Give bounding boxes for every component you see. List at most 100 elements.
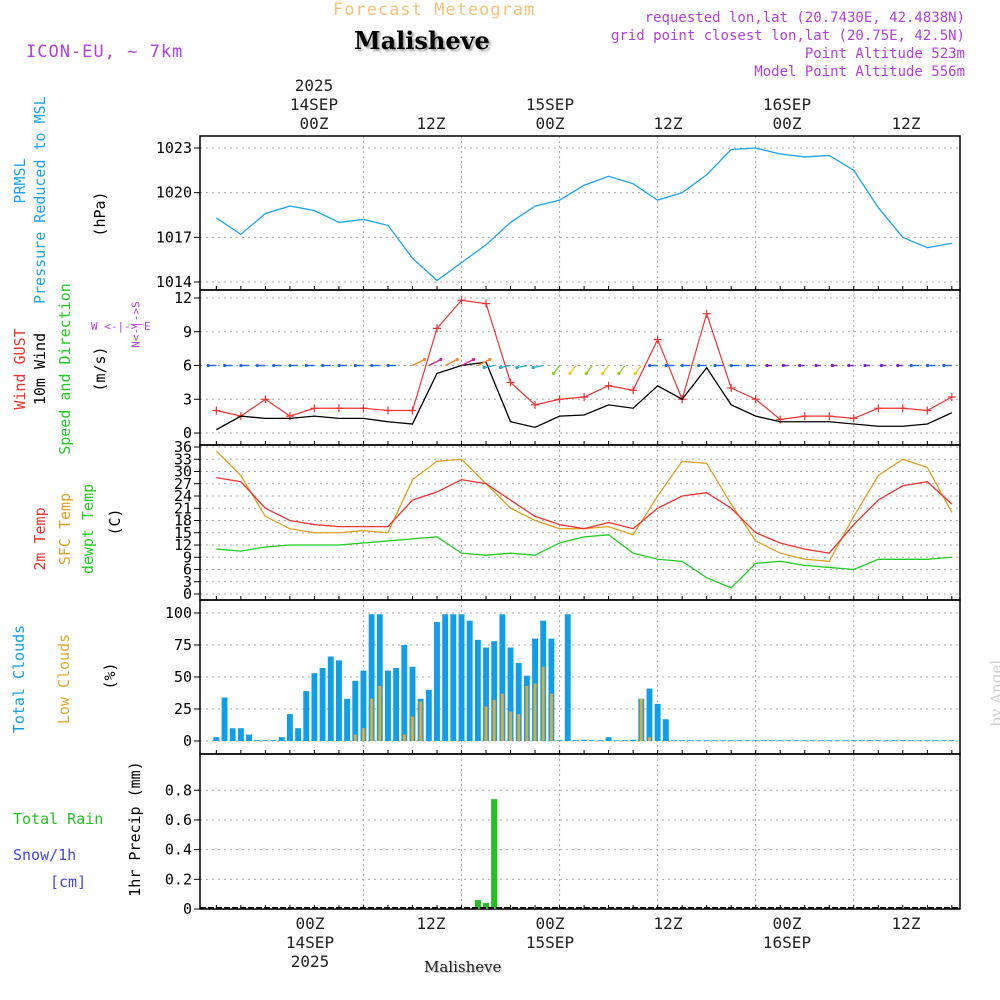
- total-cloud-bar-87: [924, 740, 931, 741]
- ytick-label-p2-4: 12: [174, 536, 192, 554]
- wind-dir-arrowhead--12: [255, 363, 259, 368]
- wind-dir-arrowhead-46: [729, 363, 733, 368]
- wind-dir-arrowhead-32: [617, 371, 621, 376]
- low-cloud-bar-34: [492, 700, 496, 741]
- wind-dir-arrowhead--10: [272, 363, 276, 368]
- model-altitude: Model Point Altitude 556m: [754, 64, 965, 80]
- panel-frame-0: [199, 135, 961, 291]
- wind-dir-arrowhead-6: [422, 357, 427, 362]
- total-cloud-bar-85: [908, 740, 914, 741]
- ytick-label-p1-4: 12: [174, 289, 192, 307]
- total-cloud-bar-41: [548, 638, 555, 741]
- wind-dir-arrowhead-36: [648, 363, 652, 368]
- panel-frame-1: [199, 289, 961, 446]
- total-cloud-bar-90: [948, 740, 955, 741]
- total-cloud-bar-19: [368, 614, 375, 741]
- total-cloud-bar-57: [679, 740, 686, 741]
- total-cloud-bar-23: [401, 645, 408, 741]
- wind-dir-arrowhead-0: [353, 363, 358, 368]
- wind-dir-arrowhead-2: [370, 363, 374, 368]
- wind-dir-arrowhead-58: [830, 363, 835, 368]
- total-cloud-bar-55: [662, 719, 669, 741]
- total-cloud-bar-20: [376, 614, 383, 741]
- top-time-label-12z-1: 12Z: [416, 114, 446, 133]
- total-cloud-bar-47: [597, 740, 604, 741]
- total-cloud-bar-29: [450, 614, 457, 741]
- total-cloud-bar-58: [687, 740, 694, 741]
- total-cloud-bar-34: [491, 641, 498, 741]
- top-time-label-12z-2: 12Z: [653, 114, 683, 133]
- total-cloud-bar-1: [221, 697, 228, 741]
- wind-dir-arrow-28: [585, 365, 593, 374]
- top-time-label-14sep: 2025 14SEP 00Z: [289, 76, 339, 133]
- total-cloud-bar-68: [769, 740, 775, 741]
- low-cloud-bar-20: [378, 685, 382, 741]
- wind-dir-arrowhead--14: [239, 363, 243, 368]
- wind-dir-arrowhead-44: [713, 363, 717, 368]
- total-cloud-bar-2: [229, 728, 236, 741]
- wind-dir-arrowhead-64: [879, 363, 884, 368]
- wind-dir-arrowhead--18: [206, 363, 210, 368]
- panel-frame-4: [199, 753, 961, 910]
- top-time-label-12z-3: 12Z: [891, 114, 921, 133]
- ytick-label-p2-11: 33: [174, 450, 192, 468]
- total-cloud-bar-26: [425, 689, 432, 741]
- total-cloud-bar-42: [556, 740, 563, 741]
- total-cloud-bar-75: [826, 740, 833, 741]
- wind-dir-arrowhead--4: [321, 363, 325, 368]
- low-cloud-bar-33: [484, 706, 488, 741]
- total-cloud-bar-16: [344, 698, 351, 741]
- ytick-label-p1-0: 0: [183, 424, 192, 442]
- wind-dir-arrowhead-40: [680, 363, 684, 368]
- low-cloud-bar-19: [370, 698, 374, 741]
- total-cloud-bar-51: [630, 739, 637, 741]
- ytick-label-p2-0: 0: [183, 585, 192, 603]
- ytick-label-p2-6: 18: [174, 512, 192, 530]
- ytick-label-p2-10: 30: [174, 463, 192, 481]
- total-cloud-bar-30: [458, 614, 465, 741]
- low-cloud-bar-37: [517, 714, 521, 741]
- total-cloud-bar-66: [752, 740, 759, 741]
- label-snow-unit: [cm]: [50, 873, 87, 891]
- ytick-label-p2-5: 15: [174, 524, 192, 542]
- wind-dir-arrow-20: [516, 364, 528, 369]
- low-cloud-bar-53: [647, 737, 651, 741]
- label-total-rain: Total Rain: [13, 810, 104, 828]
- total-cloud-bar-17: [352, 680, 359, 741]
- wind-dir-arrowhead-8: [439, 357, 443, 362]
- pressure-line: [215, 147, 952, 282]
- forecast-title: Forecast Meteogram: [333, 0, 536, 20]
- total-cloud-bar-45: [581, 739, 588, 741]
- bottom-time-label-12z-3: 12Z: [891, 914, 921, 933]
- ytick-label-p4-3: 0.6: [165, 811, 192, 829]
- wind-dir-arrowhead-12: [471, 357, 476, 362]
- total-cloud-bar-64: [736, 740, 743, 741]
- total-cloud-bar-32: [474, 639, 481, 741]
- total-cloud-bar-12: [311, 673, 318, 741]
- ytick-label-p3-2: 50: [174, 668, 192, 686]
- wind-dir-arrow-10: [444, 358, 458, 367]
- ytick-label-p2-7: 21: [174, 499, 192, 517]
- precip-bar-2: [491, 799, 498, 909]
- requested-coords: requested lon,lat (20.7430E, 42.4838N): [644, 10, 965, 26]
- wind-dir-arrowhead-10: [455, 357, 459, 362]
- ytick-label-p1-1: 3: [183, 390, 192, 408]
- ytick-label-p0-2: 1020: [156, 184, 192, 202]
- total-cloud-bar-81: [875, 740, 882, 741]
- low-cloud-bar-24: [411, 716, 414, 741]
- bottom-time-label-12z-2: 12Z: [653, 914, 683, 933]
- wind-dir-arrowhead-30: [601, 371, 605, 376]
- total-cloud-bar-33: [483, 647, 489, 741]
- total-cloud-bar-3: [237, 728, 244, 741]
- wind-dir-arrowhead-50: [765, 363, 769, 368]
- grid-point-coords: grid point closest lon,lat (20.75E, 42.5…: [610, 28, 965, 44]
- wind-dir-arrowhead-26: [568, 371, 572, 376]
- total-cloud-bar-14: [327, 656, 334, 741]
- total-cloud-bar-84: [899, 740, 906, 741]
- total-cloud-bar-80: [867, 740, 874, 741]
- bottom-time-label-15sep: 00Z 15SEP: [525, 914, 575, 952]
- low-cloud-bar-18: [361, 728, 365, 741]
- wind-dir-arrowhead-4: [386, 363, 390, 368]
- total-cloud-bar-50: [622, 740, 628, 741]
